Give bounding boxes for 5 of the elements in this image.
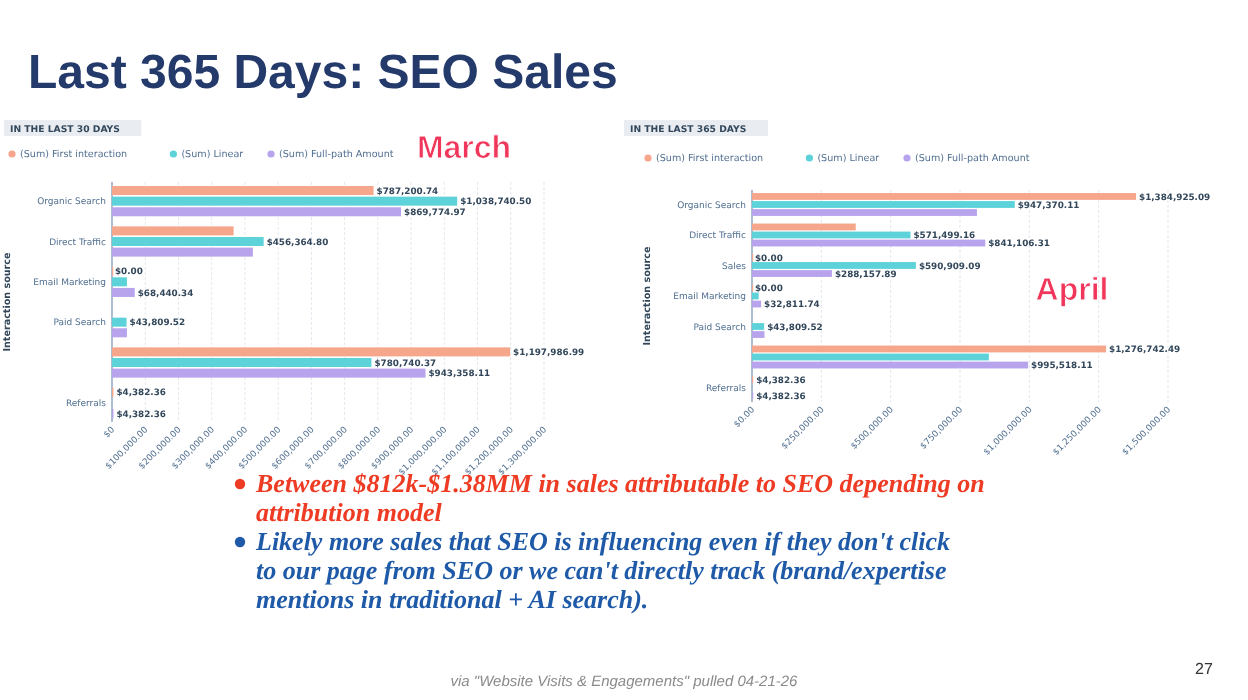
text: 27 <box>1195 660 1214 678</box>
text: Last 365 Days: SEO Sales <box>28 46 618 100</box>
annotation: April <box>1035 274 1109 308</box>
text: Likely more sales that SEO is influencing even if they don't click to our page from SEO or we can't directly track (brand/expertise mentions in traditional + AI search). <box>254 526 952 614</box>
text: March <box>416 132 512 166</box>
